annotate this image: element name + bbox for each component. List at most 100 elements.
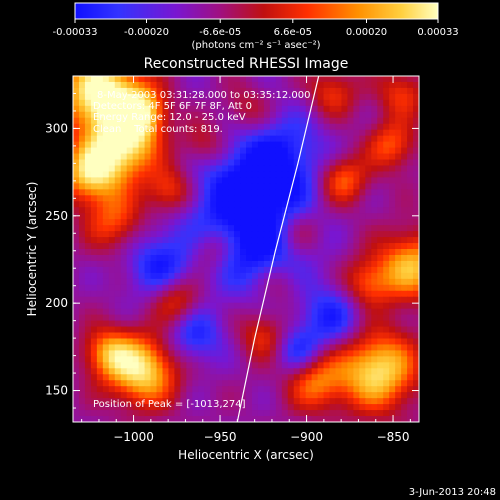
heatmap-cell (138, 416, 146, 422)
heatmap-cell (132, 111, 140, 119)
heatmap-cell (73, 117, 80, 125)
heatmap-cell (281, 147, 289, 155)
heatmap-cell (108, 362, 116, 369)
colorbar: -0.00033 -0.00020 -6.6e-05 6.6e-05 0.00020 0.… (53, 2, 459, 51)
heatmap-cell (204, 362, 211, 369)
heatmap-cell (198, 213, 205, 220)
heatmap-cell (240, 326, 247, 334)
heatmap-cell (257, 416, 265, 422)
heatmap-cell (150, 111, 158, 119)
heatmap-cell (389, 332, 396, 340)
heatmap-cell (377, 177, 384, 184)
heatmap-cell (317, 290, 325, 298)
heatmap-cell (198, 338, 205, 346)
heatmap-cell (84, 141, 92, 149)
heatmap-cell (371, 404, 378, 411)
heatmap-cell (263, 344, 271, 352)
heatmap-cell (275, 111, 283, 119)
heatmap-cell (251, 380, 259, 387)
heatmap-cell (228, 243, 235, 250)
heatmap-cell (73, 123, 80, 131)
heatmap-cell (78, 314, 86, 322)
heatmap-cell (240, 225, 247, 232)
heatmap-cell (395, 105, 402, 113)
heatmap-cell (371, 344, 378, 352)
heatmap-cell (257, 272, 265, 280)
heatmap-cell (192, 177, 199, 184)
heatmap-cell (377, 105, 384, 113)
heatmap-cell (73, 135, 80, 143)
heatmap-cell (216, 111, 223, 119)
heatmap-cell (78, 320, 86, 328)
heatmap-cell (102, 380, 110, 387)
heatmap-cell (329, 398, 337, 405)
heatmap-cell (216, 344, 223, 352)
heatmap-cell (198, 231, 205, 238)
heatmap-cell (305, 81, 313, 89)
heatmap-cell (401, 183, 408, 190)
heatmap-cell (407, 308, 414, 316)
heatmap-cell (383, 99, 390, 107)
heatmap-cell (156, 314, 164, 322)
heatmap-cell (102, 231, 110, 238)
heatmap-cell (138, 177, 146, 184)
heatmap-cell (257, 76, 265, 83)
heatmap-cell (365, 314, 372, 322)
heatmap-cell (156, 308, 164, 316)
heatmap-cell (186, 344, 193, 352)
heatmap-cell (305, 338, 313, 346)
heatmap-cell (150, 219, 158, 226)
heatmap-cell (222, 189, 229, 196)
heatmap-cell (174, 207, 181, 214)
heatmap-cell (359, 302, 366, 310)
heatmap-cell (228, 284, 235, 292)
heatmap-cell (138, 123, 146, 131)
heatmap-cell (275, 207, 283, 214)
heatmap-cell (204, 326, 211, 334)
heatmap-cell (216, 380, 223, 387)
heatmap-cell (353, 320, 360, 328)
heatmap-cell (329, 308, 337, 316)
heatmap-cell (108, 135, 116, 143)
heatmap-cell (144, 177, 152, 184)
heatmap-cell (251, 237, 259, 244)
heatmap-cell (269, 76, 277, 83)
heatmap-cell (305, 207, 313, 214)
heatmap-cell (257, 320, 265, 328)
heatmap-cell (287, 231, 295, 238)
heatmap-cell (407, 266, 414, 274)
heatmap-cell (299, 141, 307, 149)
heatmap-cell (299, 278, 307, 286)
heatmap-cell (275, 302, 283, 310)
heatmap-cell (401, 207, 408, 214)
heatmap-cell (263, 129, 271, 137)
heatmap-cell (114, 159, 122, 167)
heatmap-cell (299, 153, 307, 161)
heatmap-cell (84, 320, 92, 328)
heatmap-cell (329, 278, 337, 286)
heatmap-cell (365, 201, 372, 208)
heatmap-cell (126, 320, 134, 328)
heatmap-cell (234, 249, 241, 256)
heatmap-cell (84, 219, 92, 226)
heatmap-cell (311, 266, 319, 274)
heatmap-cell (108, 332, 116, 340)
heatmap-cell (150, 374, 158, 381)
heatmap-cell (156, 243, 164, 250)
heatmap-cell (144, 76, 152, 83)
heatmap-cell (108, 320, 116, 328)
heatmap-cell (150, 177, 158, 184)
heatmap-cell (413, 350, 419, 357)
heatmap-cell (401, 278, 408, 286)
heatmap-cell (323, 195, 331, 202)
heatmap-cell (281, 195, 289, 202)
heatmap-cell (84, 416, 92, 422)
heatmap-cell (329, 189, 337, 196)
heatmap-cell (162, 338, 170, 346)
heatmap-cell (90, 231, 98, 238)
heatmap-cell (84, 147, 92, 155)
heatmap-cell (293, 254, 301, 262)
heatmap-cell (234, 272, 241, 280)
heatmap-cell (299, 326, 307, 334)
heatmap-cell (311, 326, 319, 334)
